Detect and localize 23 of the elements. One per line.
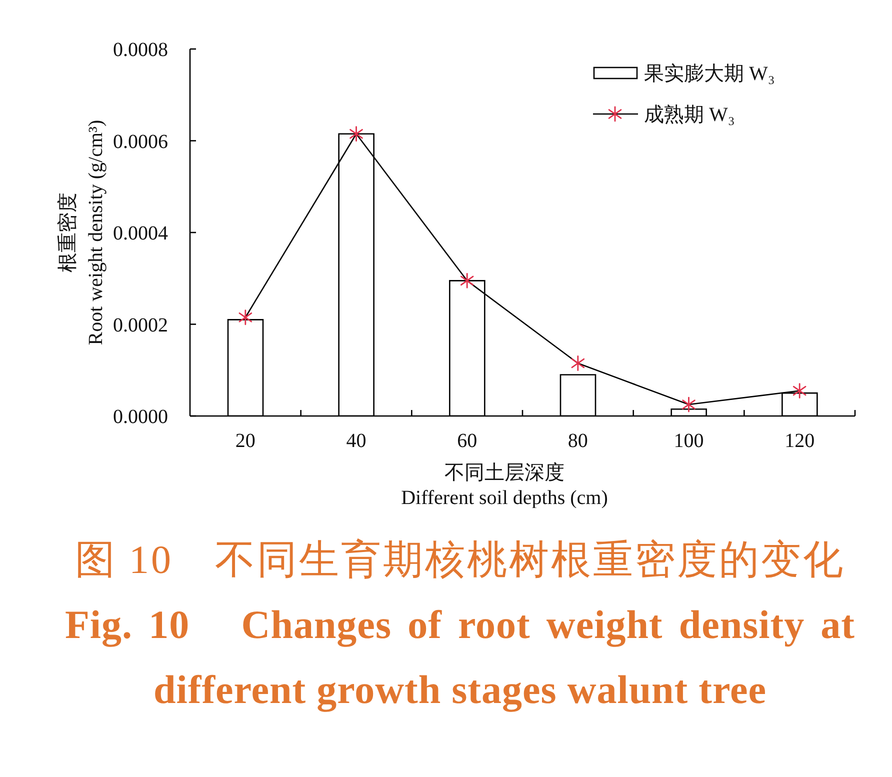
- x-tick-label: 100: [674, 430, 704, 452]
- y-tick-label: 0.0002: [113, 314, 168, 336]
- x-axis-title: 不同土层深度 Different soil depths (cm): [401, 462, 608, 509]
- x-tick-label: 80: [568, 430, 588, 452]
- legend-label: 果实膨大期 W₃: [644, 62, 775, 86]
- x-tick-label: 60: [457, 430, 478, 452]
- point: [571, 356, 585, 371]
- y-tick-label: 0.0004: [113, 222, 168, 244]
- x-tick-label: 40: [346, 430, 366, 452]
- point: [350, 126, 363, 142]
- x-tick-label: 20: [235, 430, 256, 452]
- y-tick-label: 0.0006: [113, 130, 168, 153]
- y-tick-label: 0.0000: [113, 406, 168, 428]
- text: Fig. 10 Changes of root weight density at different growth stages walunt tree: [65, 601, 855, 714]
- x-tick-label: 120: [784, 430, 815, 452]
- text: 图 10 不同生育期核桃树根重密度的变化: [74, 536, 846, 584]
- point: [682, 396, 696, 412]
- y-axis-title: 根重密度 Root weight density (g/cm³): [57, 120, 107, 346]
- point: [238, 310, 252, 326]
- y-tick-label: 0.0008: [113, 39, 168, 61]
- point: [792, 383, 806, 398]
- legend-label: 成熟期 W₃: [644, 102, 735, 128]
- point: [460, 272, 474, 288]
